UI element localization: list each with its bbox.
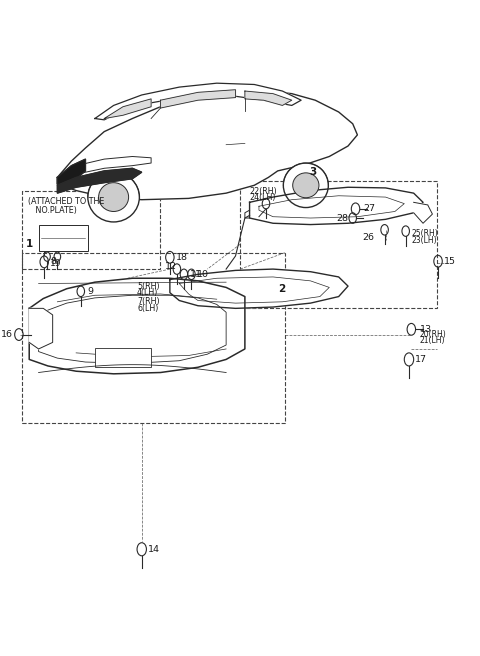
Polygon shape (57, 159, 85, 185)
Text: 2: 2 (278, 284, 285, 294)
Text: 12: 12 (165, 262, 177, 271)
Text: 7(RH): 7(RH) (137, 297, 160, 306)
Text: 13: 13 (420, 325, 432, 334)
Text: 26: 26 (362, 233, 374, 242)
Text: 15: 15 (444, 256, 456, 266)
Bar (240, 180, 437, 308)
Text: 3: 3 (309, 167, 316, 176)
Bar (22, 253, 285, 423)
Polygon shape (38, 295, 226, 363)
Text: 18: 18 (176, 253, 188, 262)
Text: 22(RH): 22(RH) (250, 187, 277, 195)
Text: 17: 17 (415, 355, 427, 364)
Text: 25(RH): 25(RH) (411, 230, 438, 238)
Polygon shape (170, 269, 348, 308)
Text: 9: 9 (87, 287, 93, 296)
Polygon shape (57, 91, 358, 199)
Polygon shape (95, 83, 301, 120)
Polygon shape (57, 169, 142, 193)
Polygon shape (29, 278, 245, 374)
Text: 20(RH): 20(RH) (420, 329, 446, 338)
Text: 6(LH): 6(LH) (137, 304, 158, 313)
Text: 27: 27 (363, 205, 375, 213)
Text: 4(LH): 4(LH) (137, 288, 158, 297)
Text: 24(LH): 24(LH) (250, 194, 276, 202)
Polygon shape (29, 308, 53, 349)
Text: 5(RH): 5(RH) (137, 281, 160, 291)
Polygon shape (104, 99, 151, 119)
Polygon shape (160, 90, 236, 108)
Text: 28: 28 (336, 213, 348, 222)
Polygon shape (414, 202, 432, 223)
Polygon shape (245, 91, 292, 106)
Ellipse shape (88, 173, 139, 222)
Text: NO.PLATE): NO.PLATE) (28, 206, 77, 215)
Text: 11: 11 (190, 270, 202, 279)
Bar (95, 348, 151, 367)
Text: (ATTACHED TO THE: (ATTACHED TO THE (28, 197, 104, 206)
Ellipse shape (293, 173, 319, 197)
Text: 19: 19 (50, 259, 61, 268)
Polygon shape (57, 157, 151, 184)
Text: 21(LH): 21(LH) (420, 336, 445, 345)
Text: 8: 8 (50, 257, 56, 266)
Polygon shape (250, 187, 423, 224)
Text: 10: 10 (197, 270, 209, 279)
Bar (38, 225, 88, 251)
Text: 14: 14 (148, 544, 160, 554)
Text: 23(LH): 23(LH) (411, 236, 437, 245)
Bar (22, 190, 160, 269)
Text: 16: 16 (1, 330, 13, 339)
Text: 1: 1 (26, 239, 33, 249)
Ellipse shape (283, 163, 328, 207)
Ellipse shape (98, 182, 129, 211)
